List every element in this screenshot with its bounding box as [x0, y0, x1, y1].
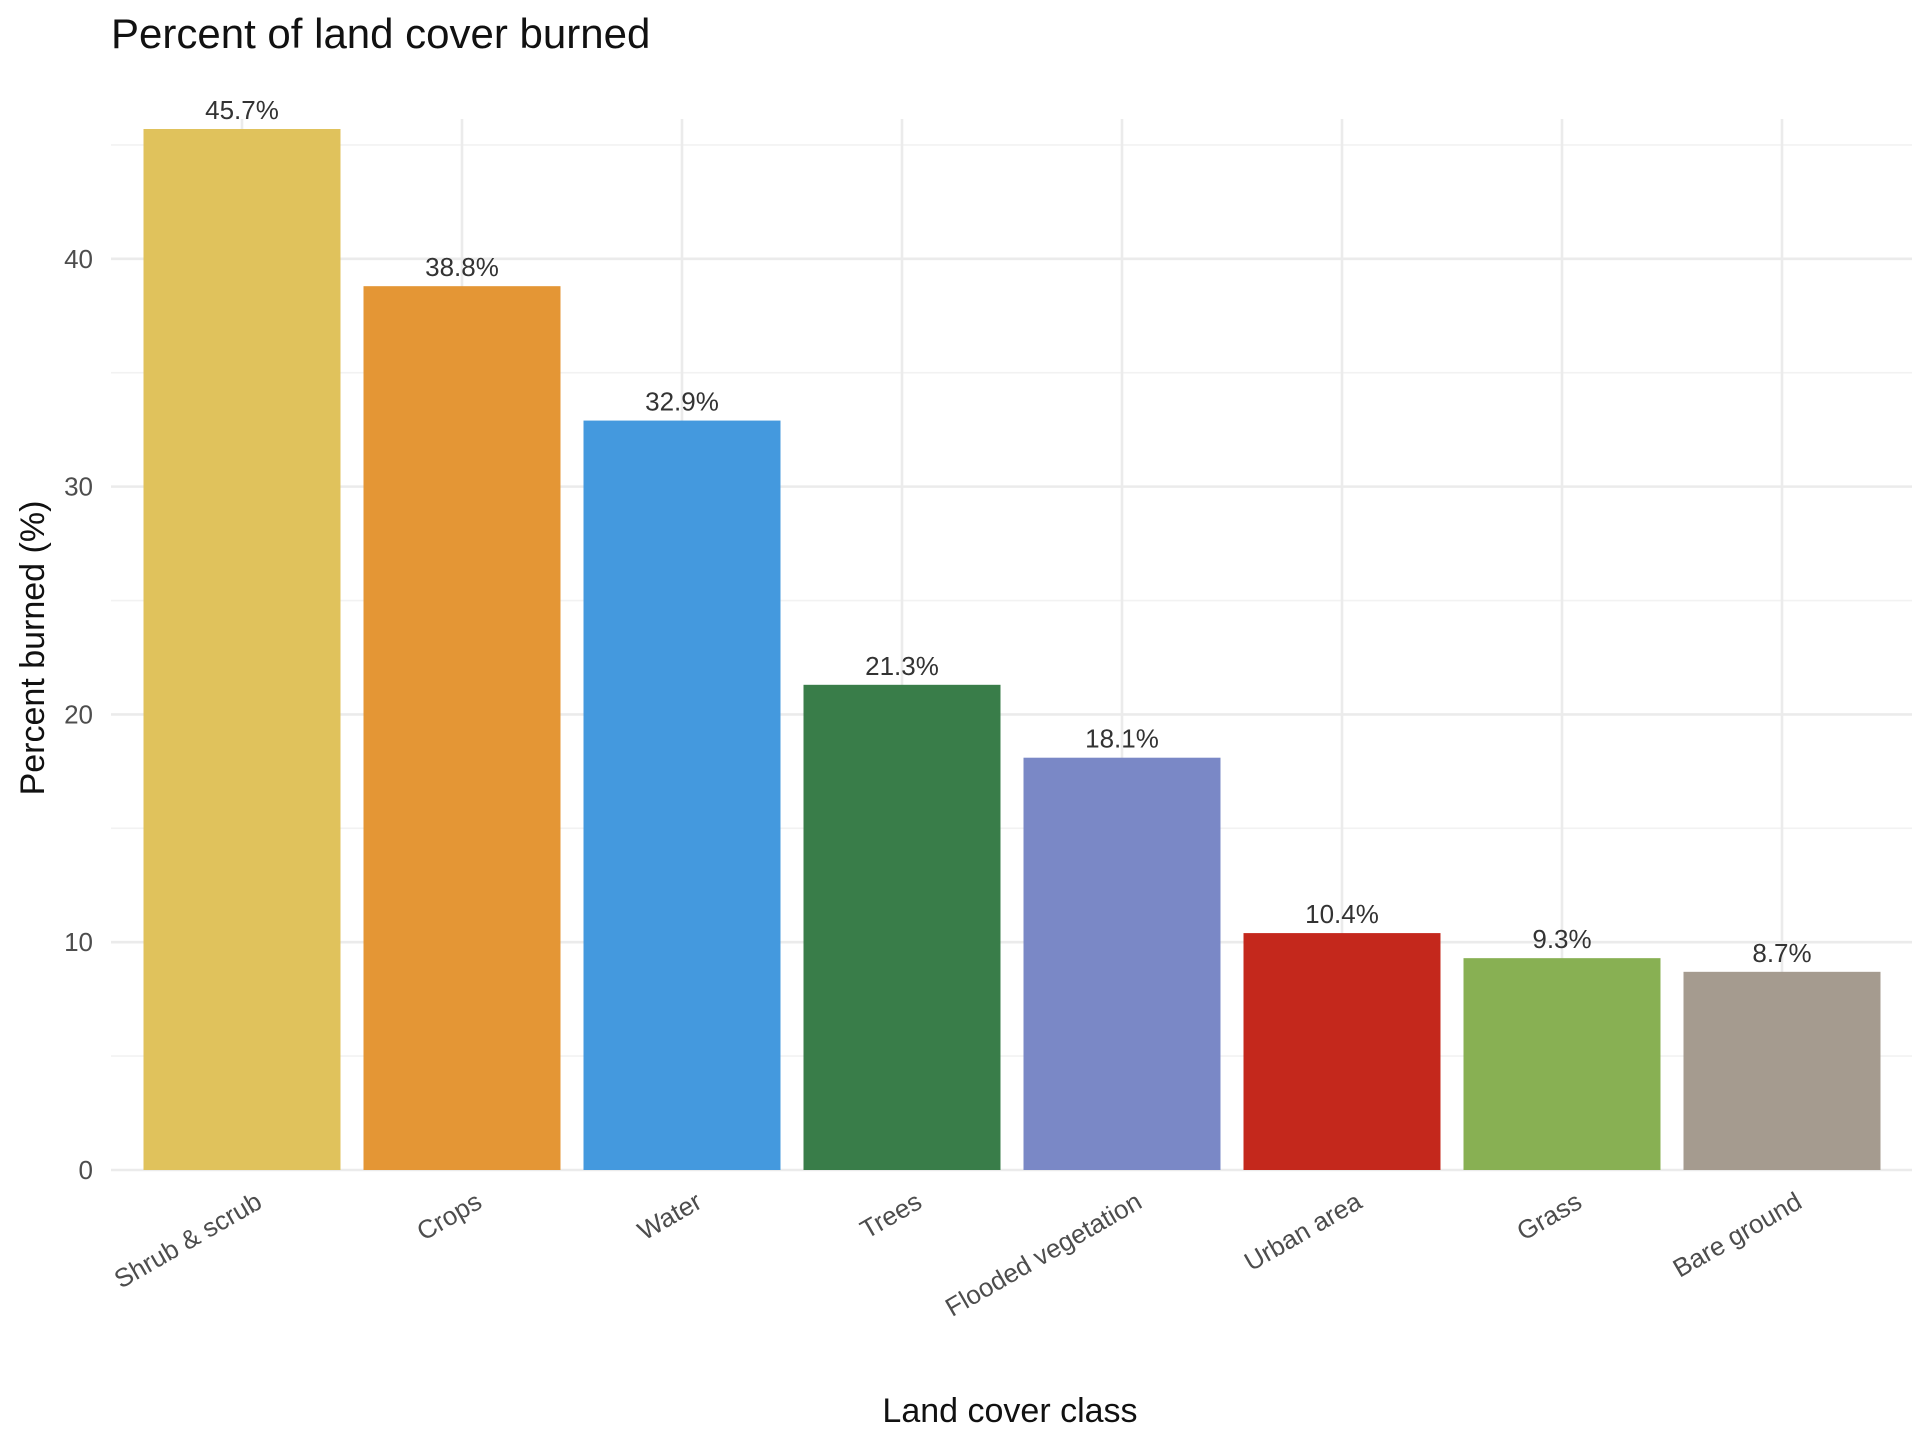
x-tick-label: Flooded vegetation — [940, 1186, 1147, 1323]
x-tick-label: Grass — [1512, 1186, 1587, 1247]
bar — [803, 684, 1001, 1170]
data-label: 45.7% — [205, 95, 279, 125]
data-label: 8.7% — [1752, 938, 1811, 968]
x-tick-label: Crops — [412, 1186, 487, 1247]
data-label: 10.4% — [1305, 899, 1379, 929]
bar — [583, 420, 781, 1170]
y-tick-label: 30 — [64, 472, 93, 502]
data-label: 9.3% — [1532, 924, 1591, 954]
bar — [1683, 971, 1881, 1170]
bar — [143, 129, 341, 1170]
y-axis-ticks: 0 10 20 30 40 — [64, 244, 93, 1185]
data-label: 18.1% — [1085, 724, 1159, 754]
data-label: 21.3% — [865, 651, 939, 681]
x-tick-label: Bare ground — [1668, 1186, 1807, 1284]
bar — [363, 286, 561, 1170]
x-tick-label: Urban area — [1239, 1186, 1367, 1277]
bar — [1463, 958, 1661, 1170]
x-tick-label: Water — [632, 1186, 707, 1246]
data-label: 32.9% — [645, 387, 719, 417]
x-tick-label: Trees — [855, 1186, 927, 1245]
y-tick-label: 0 — [79, 1155, 93, 1185]
bar — [1243, 933, 1441, 1170]
x-axis-ticks: Shrub & scrub Crops Water Trees Flooded vege… — [109, 1186, 1807, 1323]
chart-title: Percent of land cover burned — [111, 10, 650, 57]
data-label: 38.8% — [425, 252, 499, 282]
bars — [143, 129, 1881, 1170]
data-labels: 45.7% 38.8% 32.9% 21.3% 18.1% 10.4% 9.3% 8.7% — [205, 95, 1812, 968]
y-tick-label: 10 — [64, 927, 93, 957]
x-axis-title: Land cover class — [882, 1392, 1137, 1430]
y-axis-title: Percent burned (%) — [14, 501, 52, 796]
bar — [1023, 757, 1221, 1170]
y-tick-label: 40 — [64, 244, 93, 274]
x-tick-label: Shrub & scrub — [109, 1186, 267, 1294]
y-tick-label: 20 — [64, 699, 93, 729]
